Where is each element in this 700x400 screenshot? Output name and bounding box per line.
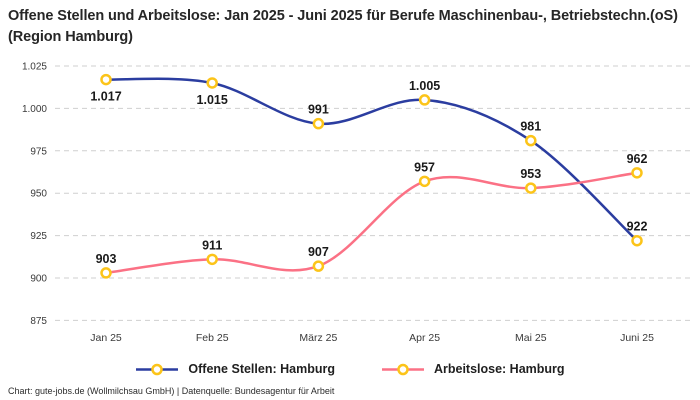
point-label: 1.005 <box>409 79 440 93</box>
point-marker <box>206 77 218 89</box>
point-marker <box>100 73 112 86</box>
series-line <box>104 77 639 242</box>
point-label: 922 <box>627 220 648 234</box>
line-chart: 1.025 1.000 975 950 925 900 875 Jan 25 Feb 25 Mär… <box>22 62 691 344</box>
point-marker <box>418 175 431 188</box>
legend-swatch-offene-stellen-icon <box>136 363 179 375</box>
point-marker <box>631 234 643 247</box>
legend-item-offene-stellen: Offene Stellen: Hamburg <box>135 362 335 376</box>
plot-area: 1.025 1.000 975 950 925 900 875 Jan 25 Feb 25 Mär… <box>0 56 700 352</box>
point-marker <box>312 260 325 272</box>
point-label: 911 <box>202 238 222 252</box>
legend-item-arbeitslose: Arbeitslose: Hamburg <box>381 362 565 376</box>
y-tick-label: 950 <box>30 189 47 200</box>
point-marker <box>418 94 431 106</box>
series-line <box>104 171 639 275</box>
x-tick-label: Mai 25 <box>515 332 547 344</box>
legend-swatch-arbeitslose-icon <box>381 363 424 375</box>
legend-label-offene-stellen: Offene Stellen: Hamburg <box>188 362 335 376</box>
y-tick-label: 925 <box>30 231 47 242</box>
legend-label-arbeitslose: Arbeitslose: Hamburg <box>433 362 565 376</box>
point-marker <box>525 134 537 147</box>
point-label: 957 <box>414 160 435 174</box>
point-label: 1.015 <box>197 93 228 107</box>
legend: Offene Stellen: Hamburg Arbeitslose: Ham… <box>0 356 700 382</box>
point-marker <box>525 182 537 194</box>
x-tick-label: Jan 25 <box>90 332 122 344</box>
point-label: 903 <box>96 252 117 266</box>
y-tick-label: 1.000 <box>22 104 47 115</box>
x-tick-label: März 25 <box>299 332 337 344</box>
point-marker <box>631 167 643 179</box>
chart-title: Offene Stellen und Arbeitslose: Jan 2025… <box>8 8 678 45</box>
y-tick-label: 875 <box>30 316 47 327</box>
point-label: 907 <box>308 245 329 259</box>
x-tick-label: Apr 25 <box>409 332 440 344</box>
point-label: 962 <box>627 152 648 166</box>
point-label: 1.017 <box>90 90 121 104</box>
point-label: 981 <box>520 120 541 134</box>
x-tick-label: Feb 25 <box>196 332 229 344</box>
y-tick-label: 975 <box>30 146 47 157</box>
point-marker <box>100 267 112 279</box>
chart-credit: Chart: gute-jobs.de (Wollmilchsau GmbH) … <box>8 386 335 396</box>
point-label: 991 <box>308 103 329 117</box>
y-tick-label: 1.025 <box>22 62 47 73</box>
y-tick-label: 900 <box>30 274 47 285</box>
point-label: 953 <box>520 167 541 181</box>
point-marker <box>206 253 218 266</box>
point-marker <box>312 117 325 130</box>
x-tick-label: Juni 25 <box>620 332 654 344</box>
